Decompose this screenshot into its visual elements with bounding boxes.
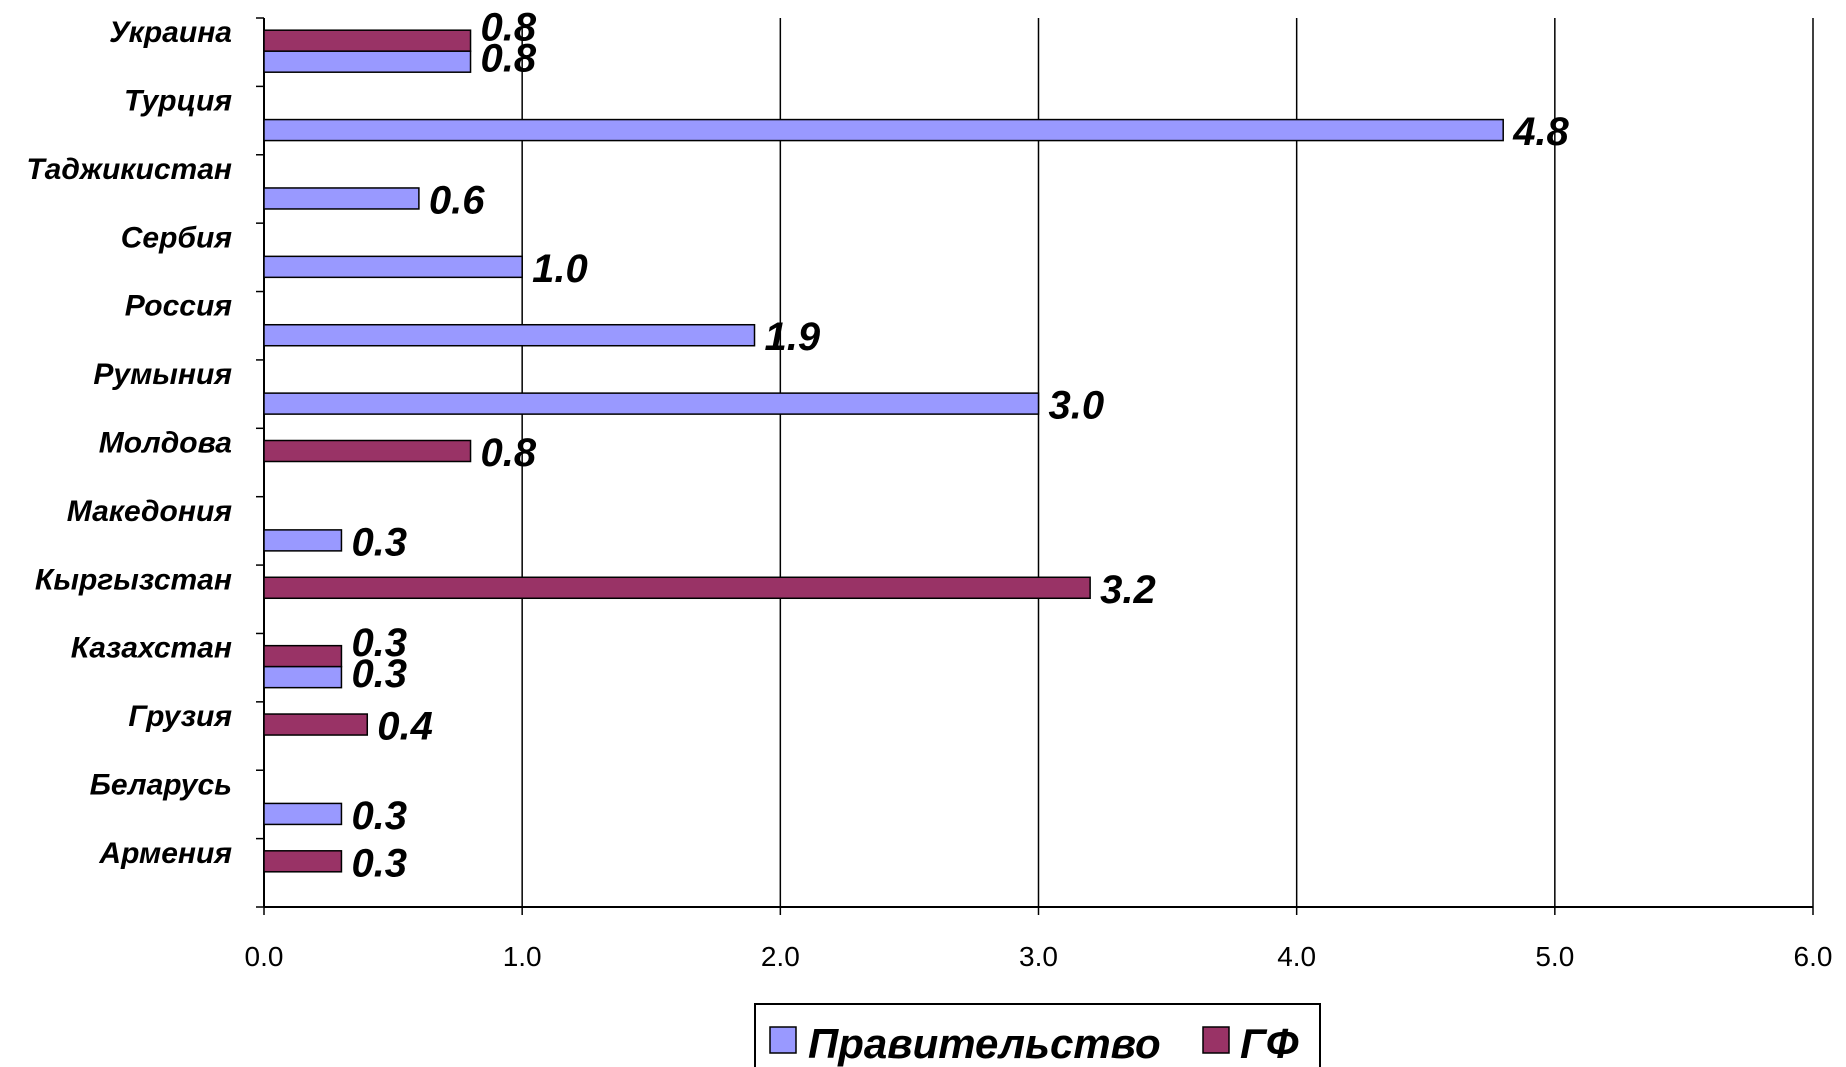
x-tick-label: 1.0 [503, 941, 542, 972]
value-label: 0.8 [481, 431, 537, 475]
value-label: 0.4 [377, 705, 433, 749]
category-label: Сербия [121, 221, 233, 254]
bar-gf [263, 850, 343, 873]
value-label: 3.2 [1100, 568, 1156, 612]
value-label: 1.0 [532, 247, 588, 291]
bar-government [263, 802, 343, 826]
x-tick-labels: 0.0 1.0 2.0 3.0 4.0 5.0 6.0 [245, 941, 1833, 972]
x-tick-label: 2.0 [761, 941, 800, 972]
bar-government [263, 392, 1040, 415]
bar-gf [263, 644, 343, 668]
value-label: 4.8 [1512, 110, 1569, 154]
legend-swatch-government [769, 1026, 797, 1054]
value-labels: 0.30.30.40.30.33.20.30.83.01.91.00.64.80… [351, 6, 1569, 886]
bar-government [263, 323, 756, 347]
category-label: Беларусь [90, 768, 232, 801]
category-labels: Армения Беларусь Грузия Казахстан Кыргызстан… [26, 16, 232, 870]
category-label: Казахстан [71, 632, 232, 665]
category-label: Македония [67, 495, 233, 528]
x-tick-label: 5.0 [1535, 941, 1574, 972]
bar-gf [263, 439, 472, 463]
value-label: 0.8 [481, 6, 537, 50]
category-label: Таджикистан [26, 153, 232, 186]
bar-government [263, 118, 1504, 142]
bars [263, 29, 1504, 873]
value-label: 0.3 [351, 621, 407, 665]
bar-gf [263, 29, 472, 52]
category-label: Украина [109, 16, 232, 49]
value-label: 0.3 [351, 841, 407, 885]
bar-government [263, 665, 343, 689]
bar-gf [263, 576, 1091, 600]
value-label: 0.3 [351, 652, 407, 696]
legend-label-government: Правительство [808, 1020, 1161, 1067]
x-tick-label: 3.0 [1019, 941, 1058, 972]
bar-government [263, 255, 523, 279]
x-tick-label: 0.0 [245, 941, 284, 972]
value-label: 1.9 [765, 315, 821, 359]
legend-label-gf: ГФ [1240, 1020, 1299, 1067]
axes [256, 17, 1814, 915]
category-label: Кыргызстан [35, 563, 232, 596]
category-label: Турция [124, 85, 232, 118]
value-label: 0.3 [351, 794, 407, 838]
category-label: Грузия [128, 700, 232, 733]
category-label: Армения [98, 837, 232, 870]
legend: Правительство ГФ [754, 1003, 1321, 1067]
bar-government [263, 187, 420, 210]
value-label: 0.6 [429, 178, 485, 222]
value-label: 0.8 [481, 37, 537, 81]
legend-swatch-gf [1202, 1026, 1230, 1054]
gridlines [521, 18, 1814, 907]
bar-government [263, 50, 472, 73]
value-label: 3.0 [1049, 384, 1105, 428]
bar-gf [263, 713, 369, 736]
x-tick-label: 4.0 [1277, 941, 1316, 972]
category-label: Молдова [99, 427, 232, 460]
x-tick-label: 6.0 [1794, 941, 1833, 972]
bar-government [263, 529, 343, 552]
category-label: Россия [125, 290, 233, 323]
value-label: 0.3 [351, 520, 407, 564]
category-label: Румыния [93, 358, 232, 391]
